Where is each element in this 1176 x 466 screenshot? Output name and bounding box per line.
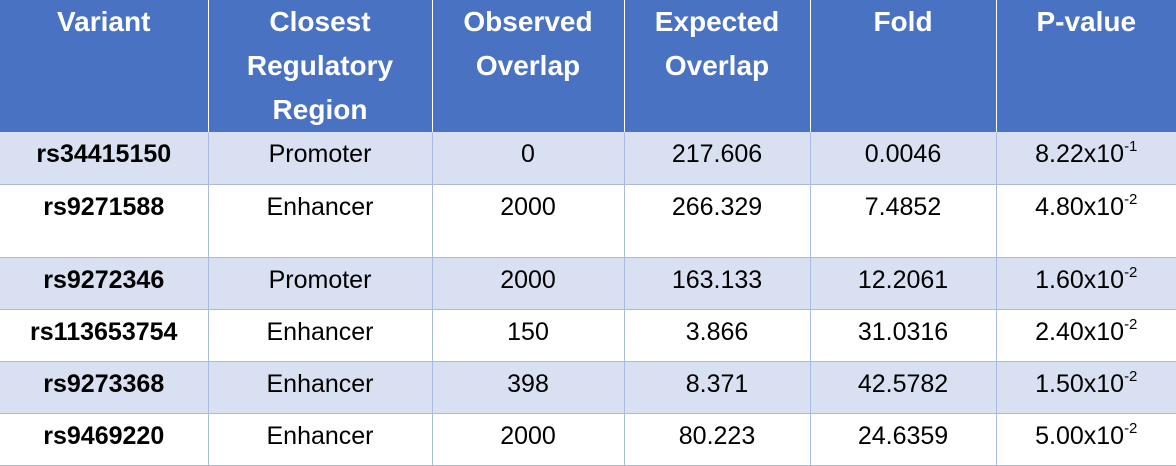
header-variant: Variant (0, 0, 209, 132)
observed-cell: 2000 (432, 413, 625, 466)
header-observed-line-1: Observed (463, 6, 593, 37)
pvalue-exponent: -2 (1124, 263, 1138, 281)
header-expected-line-1: Expected (654, 6, 780, 37)
header-variant-line-1: Variant (57, 6, 151, 37)
variant-cell: rs9271588 (0, 184, 209, 258)
header-p-value: P-value (996, 0, 1176, 132)
pvalue-cell: 5.00x10-2 (996, 413, 1176, 466)
region-cell: Enhancer (208, 361, 433, 414)
region-cell: Promoter (208, 257, 433, 310)
pvalue-base: 1.50x10 (1035, 369, 1125, 398)
header-fold: Fold (810, 0, 997, 132)
region-cell: Enhancer (208, 184, 433, 258)
table-row: rs113653754 Enhancer 150 3.866 31.0316 2… (0, 309, 1176, 362)
expected-cell: 80.223 (624, 413, 811, 466)
pvalue-cell: 1.50x10-2 (996, 361, 1176, 414)
expected-cell: 3.866 (624, 309, 811, 362)
header-region-line-3: Region (272, 94, 368, 125)
observed-cell: 2000 (432, 257, 625, 310)
header-pvalue-line-1: P-value (1036, 6, 1137, 37)
header-expected-line-2: Overlap (664, 50, 770, 81)
table-header: Variant Closest Regulatory Region Observ… (0, 0, 1176, 132)
expected-cell: 266.329 (624, 184, 811, 258)
header-observed-line-2: Overlap (475, 50, 581, 81)
header-observed-overlap: Observed Overlap (432, 0, 625, 132)
header-row: Variant Closest Regulatory Region Observ… (0, 0, 1176, 132)
observed-cell: 398 (432, 361, 625, 414)
header-expected-overlap: Expected Overlap (624, 0, 811, 132)
pvalue-base: 2.40x10 (1035, 317, 1125, 346)
expected-cell: 217.606 (624, 132, 811, 185)
table-row: rs9272346 Promoter 2000 163.133 12.2061 … (0, 257, 1176, 310)
header-fold-line-1: Fold (873, 6, 933, 37)
header-region-line-1: Closest (269, 6, 371, 37)
variant-cell: rs9469220 (0, 413, 209, 466)
expected-cell: 163.133 (624, 257, 811, 310)
observed-cell: 0 (432, 132, 625, 185)
region-cell: Enhancer (208, 413, 433, 466)
region-cell: Promoter (208, 132, 433, 185)
table-body: rs34415150 Promoter 0 217.606 0.0046 8.2… (0, 132, 1176, 466)
pvalue-base: 1.60x10 (1035, 265, 1125, 294)
pvalue-cell: 4.80x10-2 (996, 184, 1176, 258)
table-row: rs9271588 Enhancer 2000 266.329 7.4852 4… (0, 184, 1176, 258)
pvalue-exponent: -2 (1124, 190, 1138, 208)
fold-cell: 24.6359 (810, 413, 997, 466)
fold-cell: 0.0046 (810, 132, 997, 185)
fold-cell: 42.5782 (810, 361, 997, 414)
observed-cell: 150 (432, 309, 625, 362)
table-row: rs9469220 Enhancer 2000 80.223 24.6359 5… (0, 413, 1176, 466)
region-cell: Enhancer (208, 309, 433, 362)
expected-cell: 8.371 (624, 361, 811, 414)
variant-cell: rs9273368 (0, 361, 209, 414)
pvalue-cell: 1.60x10-2 (996, 257, 1176, 310)
pvalue-exponent: -1 (1124, 138, 1138, 155)
pvalue-cell: 2.40x10-2 (996, 309, 1176, 362)
pvalue-exponent: -2 (1124, 367, 1138, 385)
variant-cell: rs113653754 (0, 309, 209, 362)
table-row: rs9273368 Enhancer 398 8.371 42.5782 1.5… (0, 361, 1176, 414)
header-region-line-2: Regulatory (246, 50, 394, 81)
pvalue-base: 4.80x10 (1035, 192, 1125, 221)
fold-cell: 7.4852 (810, 184, 997, 258)
pvalue-cell: 8.22x10-1 (996, 132, 1176, 185)
fold-cell: 12.2061 (810, 257, 997, 310)
header-closest-regulatory-region: Closest Regulatory Region (208, 0, 433, 132)
fold-cell: 31.0316 (810, 309, 997, 362)
pvalue-exponent: -2 (1124, 419, 1138, 437)
variant-cell: rs34415150 (0, 132, 209, 185)
pvalue-base: 8.22x10 (1035, 140, 1125, 168)
pvalue-exponent: -2 (1124, 315, 1138, 333)
observed-cell: 2000 (432, 184, 625, 258)
pvalue-base: 5.00x10 (1035, 421, 1125, 450)
variant-cell: rs9272346 (0, 257, 209, 310)
table-row: rs34415150 Promoter 0 217.606 0.0046 8.2… (0, 132, 1176, 185)
